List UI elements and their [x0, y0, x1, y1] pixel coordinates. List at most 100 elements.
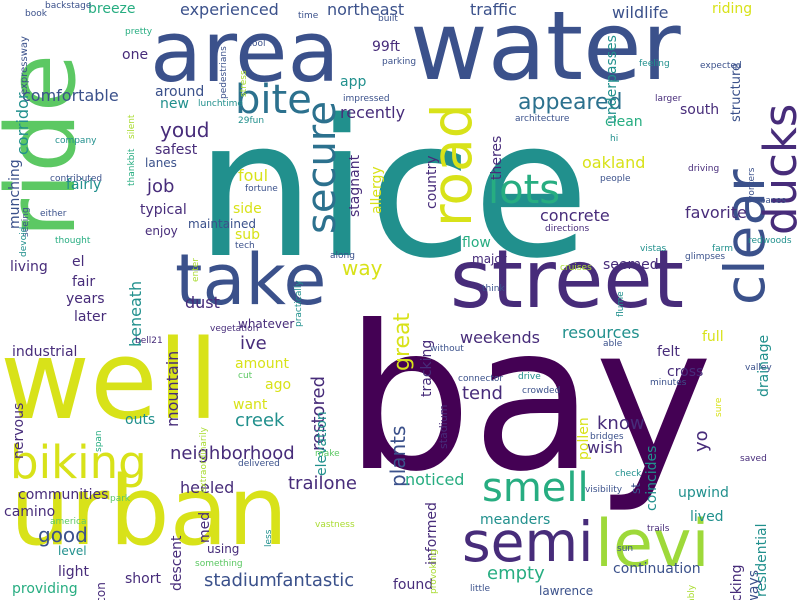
- word-stadium: stadium: [437, 404, 450, 450]
- word-contributed: contributed: [50, 174, 103, 184]
- word-sure: sure: [714, 397, 724, 417]
- word-kicking: kicking: [729, 564, 745, 600]
- word-flume: flume: [616, 291, 626, 317]
- word-practically: practically: [294, 280, 304, 328]
- word-ducks: ducks: [754, 103, 800, 235]
- word-dust: dust: [185, 293, 220, 312]
- word-along: along: [330, 251, 355, 261]
- word-comfortably: comfortably: [687, 585, 697, 600]
- word-structure: structure: [729, 63, 744, 123]
- word-spaces: spaces: [755, 196, 787, 206]
- word-connector: connector: [458, 374, 504, 384]
- word-provoking: provoking: [429, 548, 439, 594]
- word-silicon: silicon: [94, 583, 108, 600]
- word-heeled: heeled: [180, 478, 235, 497]
- word-major: major: [472, 252, 507, 266]
- word-vastness: vastness: [315, 520, 355, 530]
- word-span: span: [94, 429, 104, 452]
- word-bite: bite: [235, 77, 312, 123]
- word-living: living: [10, 259, 48, 275]
- word-tech: tech: [235, 241, 255, 251]
- word-job: job: [147, 176, 175, 197]
- word-drive: drive: [518, 372, 541, 382]
- word-appeared: appeared: [518, 90, 623, 115]
- word-st: st: [629, 483, 643, 495]
- word-found: found: [393, 577, 434, 593]
- word-feeling: feeling: [639, 59, 670, 69]
- word-corridor: corridor: [13, 92, 32, 155]
- word-sub: sub: [235, 227, 261, 243]
- word-lived: lived: [690, 509, 724, 525]
- word-trailone: trailone: [288, 473, 357, 494]
- word-thought: thought: [55, 236, 91, 246]
- word-cruises: cruises: [560, 263, 592, 273]
- word-munching: munching: [7, 159, 23, 230]
- word-make: make: [315, 449, 340, 459]
- word-directions: directions: [545, 224, 590, 234]
- word-med: med: [197, 512, 213, 544]
- word-creek: creek: [235, 410, 285, 431]
- word-stadium: stadium: [204, 570, 277, 591]
- word-outs: outs: [125, 412, 156, 428]
- word-biking: biking: [10, 436, 147, 489]
- word-fair: fair: [72, 274, 96, 290]
- word-communities: communities: [18, 487, 109, 503]
- word-crowded: crowded: [522, 386, 561, 396]
- word-level: level: [58, 544, 87, 558]
- word-south: south: [680, 102, 720, 118]
- word-riding: riding: [712, 1, 753, 17]
- word-light: light: [58, 564, 90, 580]
- word-impressed: impressed: [343, 94, 390, 104]
- word-saved: saved: [740, 454, 767, 464]
- word-favorite: favorite: [685, 203, 747, 222]
- word-meanders: meanders: [480, 512, 551, 528]
- word-flow: flow: [462, 235, 491, 251]
- word-comfortable: comfortable: [22, 86, 119, 105]
- word-29fun: 29fun: [238, 116, 265, 126]
- word-fortune: fortune: [245, 184, 278, 194]
- word-safest: safest: [155, 142, 198, 158]
- word-ive: ive: [240, 333, 267, 354]
- word-tend: tend: [462, 383, 503, 404]
- word-oakland: oakland: [582, 153, 646, 172]
- word-people: people: [600, 174, 631, 184]
- word-country: country: [424, 155, 440, 209]
- word-built: built: [378, 14, 398, 24]
- word-recently: recently: [340, 103, 406, 122]
- word-experienced: experienced: [180, 0, 279, 19]
- word-noticed: noticed: [405, 470, 465, 489]
- word-wish: wish: [587, 438, 624, 457]
- word-without: without: [430, 344, 464, 354]
- word-years: years: [66, 291, 105, 307]
- word-pedestrians: pedestrians: [219, 46, 229, 100]
- word-fairly: fairly: [66, 177, 102, 193]
- word-sun: sun: [617, 544, 634, 554]
- word-parking: parking: [382, 57, 417, 67]
- word-hi: hi: [610, 134, 619, 144]
- word-time: time: [298, 11, 319, 21]
- word-vegetation: vegetation: [210, 324, 259, 334]
- word-youd: youd: [160, 118, 210, 142]
- word-upwind: upwind: [678, 485, 729, 501]
- word-either: either: [40, 209, 67, 219]
- word-stagnant: stagnant: [347, 155, 363, 218]
- word-bay: bay: [345, 283, 713, 516]
- word-allergy: allergy: [369, 166, 385, 214]
- word-water: water: [410, 0, 681, 102]
- word-bell21: bell21: [135, 336, 163, 346]
- word-something: something: [195, 559, 243, 569]
- word-expected: expected: [700, 61, 742, 71]
- word-architecture: architecture: [515, 114, 570, 124]
- word-one: one: [122, 47, 149, 63]
- word-nervous: nervous: [11, 402, 27, 459]
- word-mountain: mountain: [163, 350, 182, 427]
- word-less: less: [264, 529, 274, 547]
- word-el: el: [72, 254, 85, 270]
- word-cool: cool: [247, 39, 266, 49]
- word-trails: trails: [647, 524, 670, 534]
- word-breeze: breeze: [88, 1, 136, 17]
- word-cross: cross: [667, 364, 704, 380]
- word-later: later: [74, 309, 107, 325]
- word-around: around: [155, 84, 205, 100]
- word-foul: foul: [238, 166, 269, 185]
